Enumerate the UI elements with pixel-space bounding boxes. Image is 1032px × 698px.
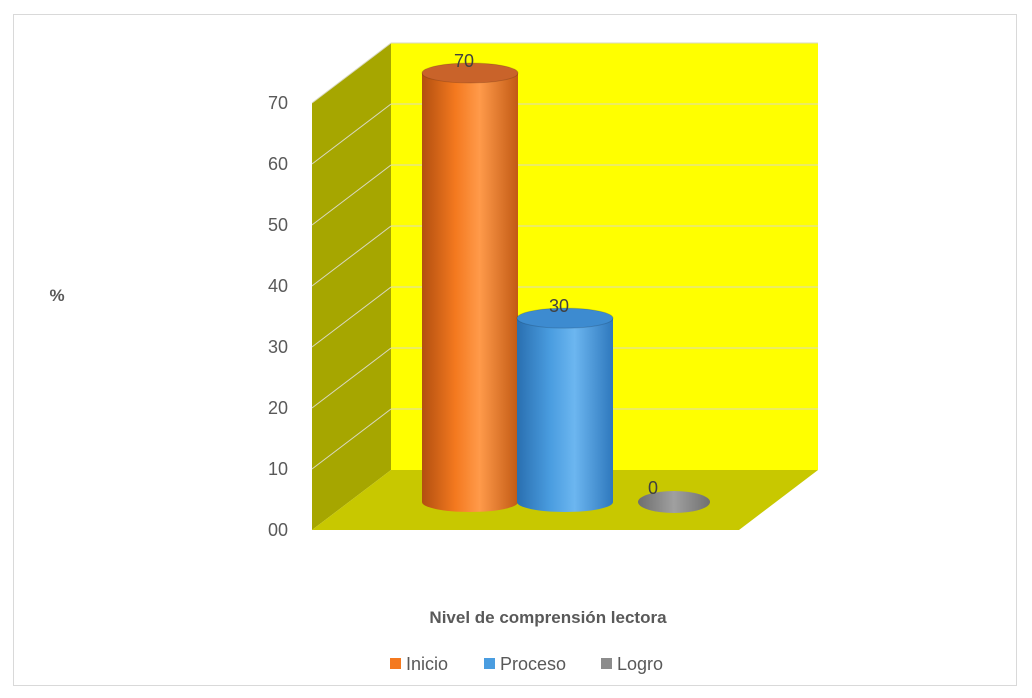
legend-item-logro: Logro [601,654,663,674]
bar-body [422,73,518,512]
y-tick-label: 40 [268,276,288,296]
gridline-side [311,286,392,348]
bar-inicio: 70 [421,51,519,512]
y-axis-ticks: 00 10 20 30 40 50 60 70 [268,93,288,540]
y-tick-label: 20 [268,398,288,418]
y-tick-label: 50 [268,215,288,235]
data-label: 70 [454,51,474,71]
legend-swatch [484,658,495,669]
y-tick-label: 70 [268,93,288,113]
legend-label: Inicio [406,654,448,674]
y-tick-label: 10 [268,459,288,479]
y-tick-label: 60 [268,154,288,174]
legend-swatch [390,658,401,669]
bar-base [638,491,710,513]
bars: 70 30 0 [421,51,710,513]
gridline-side [311,164,392,226]
data-label: 30 [549,296,569,316]
bar-top [516,307,614,329]
legend-label: Proceso [500,654,566,674]
legend: Inicio Proceso Logro [390,654,663,674]
bar-body [517,318,613,512]
bar-proceso: 30 [516,296,614,512]
y-axis-label: % [49,286,64,305]
gridline-side [311,103,392,165]
y-tick-label: 00 [268,520,288,540]
x-axis-title: Nivel de comprensión lectora [429,608,667,627]
bar-top [421,62,519,84]
y-tick-label: 30 [268,337,288,357]
gridline-side [311,408,392,470]
legend-label: Logro [617,654,663,674]
legend-swatch [601,658,612,669]
data-label: 0 [648,478,658,498]
legend-item-inicio: Inicio [390,654,448,674]
side-wall [312,43,391,530]
gridline-side [311,225,392,287]
legend-item-proceso: Proceso [484,654,566,674]
gridline-side [311,347,392,409]
gridline-side [311,42,392,104]
bar-logro: 0 [638,478,710,513]
